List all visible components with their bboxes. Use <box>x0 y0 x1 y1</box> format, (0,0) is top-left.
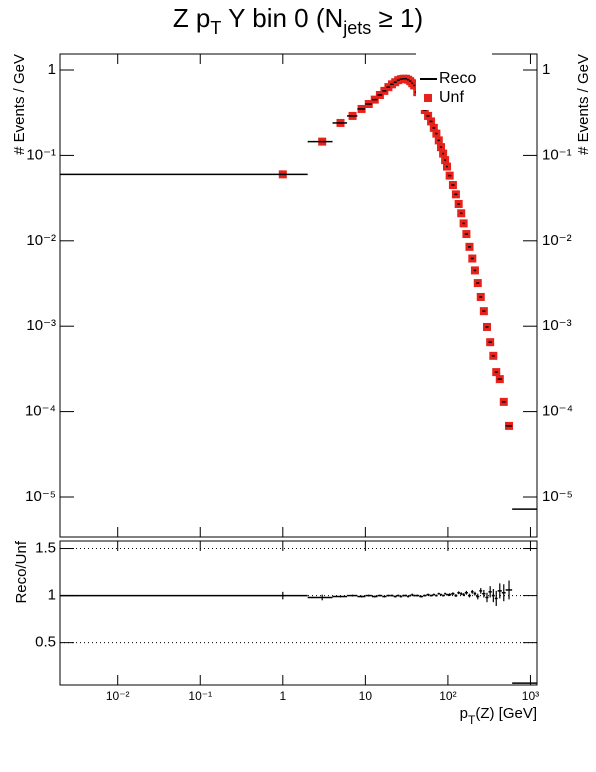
legend-label: Reco <box>439 70 476 87</box>
xlabel-part: (Z) [GeV] <box>475 705 537 722</box>
x-tick-label: 10⁻² <box>106 689 130 703</box>
legend-marker <box>424 94 432 102</box>
x-axis-label: pT(Z) [GeV] <box>460 705 537 727</box>
y-tick-label: 10⁻³ <box>542 317 572 334</box>
frame <box>59 53 538 538</box>
y-tick-label: 10⁻⁴ <box>542 403 573 420</box>
y-tick-label: 10⁻⁴ <box>25 403 56 420</box>
x-tick-label: 10⁻¹ <box>188 689 212 703</box>
title-part: Y bin 0 (N <box>221 3 343 33</box>
y-tick-label: 0.5 <box>35 634 56 651</box>
ratio-y-axis-label: Reco/Unf <box>13 540 30 603</box>
x-tick-label: 10 <box>359 689 373 703</box>
y-tick-label: 1 <box>48 61 56 78</box>
plot-area <box>60 580 537 684</box>
title-part: ≥ 1) <box>371 3 423 33</box>
y-tick-label: 1 <box>48 587 56 604</box>
y-axis-label: # Events / GeV <box>575 54 592 155</box>
x-tick-label: 10³ <box>522 689 539 703</box>
frame <box>59 540 538 686</box>
y-tick-label: 10⁻¹ <box>542 146 572 163</box>
title-part: Z p <box>173 3 211 33</box>
xlabel-part: p <box>460 705 468 722</box>
x-tick-label: 10² <box>439 689 456 703</box>
title-sub: jets <box>342 18 371 38</box>
y-tick-label: 10⁻³ <box>26 317 56 334</box>
y-tick-label: 10⁻² <box>26 232 56 249</box>
x-tick-label: 1 <box>279 689 286 703</box>
y-tick-label: 1.5 <box>35 539 56 556</box>
plot-area <box>60 74 537 510</box>
y-tick-label: 10⁻⁵ <box>542 488 573 505</box>
chart-title: Z pT Y bin 0 (Njets ≥ 1) <box>173 3 423 38</box>
y-tick-label: 10⁻⁵ <box>25 488 56 505</box>
legend-label: Unf <box>439 89 464 106</box>
xlabel-sub: T <box>468 713 476 727</box>
title-sub: T <box>210 18 221 38</box>
y-tick-label: 1 <box>542 61 550 78</box>
y-axis-label: # Events / GeV <box>11 54 28 155</box>
y-tick-label: 10⁻¹ <box>26 146 56 163</box>
y-tick-label: 10⁻² <box>542 232 572 249</box>
